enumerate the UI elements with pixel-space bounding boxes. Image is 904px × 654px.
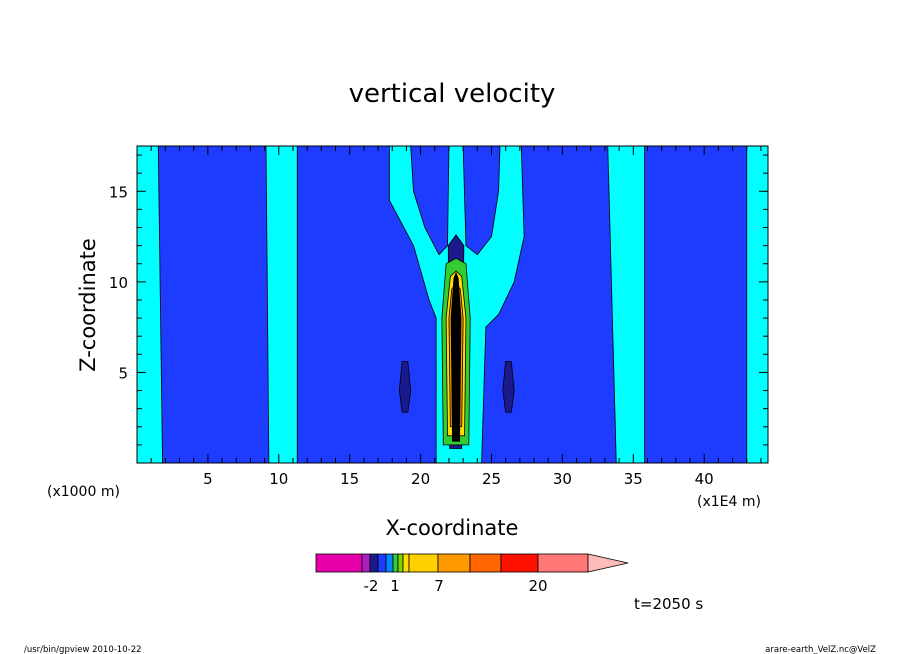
contour-regions <box>137 146 768 463</box>
region-blue-lobe-upper-left <box>410 146 450 256</box>
colorbar: -2 1 7 20 <box>315 553 629 595</box>
x-tick-label: 35 <box>624 470 643 488</box>
time-label: t=2050 s <box>634 595 703 613</box>
colorbar-tick-label: 7 <box>434 577 444 595</box>
colorbar-swatch <box>402 553 410 573</box>
colorbar-tick-label: 20 <box>528 577 547 595</box>
plot-area <box>136 145 769 464</box>
x-tick-label: 30 <box>553 470 572 488</box>
y-axis-label: Z-coordinate <box>76 238 100 372</box>
chart-title: vertical velocity <box>349 79 556 109</box>
x-tick-label: 5 <box>203 470 213 488</box>
colorbar-tick-label: 1 <box>390 577 400 595</box>
region-cyan-band-35 <box>607 146 646 463</box>
x-tick-label: 20 <box>411 470 430 488</box>
colorbar-swatch <box>437 553 471 573</box>
region-navy-cell-left <box>398 361 412 413</box>
x-axis: 5 10 15 20 25 30 35 40 <box>150 146 762 488</box>
plot-frame <box>136 145 769 464</box>
colorbar-extend-arrow <box>587 553 629 573</box>
y-tick-label: 10 <box>109 274 128 292</box>
region-cyan-band-10 <box>265 146 298 463</box>
x-tick-label: 10 <box>269 470 288 488</box>
x-axis-label: X-coordinate <box>386 516 519 540</box>
colorbar-swatch <box>469 553 502 573</box>
y-tick-label: 15 <box>109 183 128 201</box>
region-black-core <box>450 271 462 442</box>
colorbar-swatch <box>397 553 404 573</box>
x-unit-label: (x1000 m) <box>47 484 120 500</box>
x-tick-label: 25 <box>482 470 501 488</box>
footer-right: arare-earth_VelZ.nc@VelZ <box>765 645 876 654</box>
colorbar-swatch <box>385 553 394 573</box>
y-tick-label: 5 <box>118 364 128 382</box>
region-blue-lobe-upper-right <box>462 146 501 256</box>
colorbar-swatch <box>408 553 439 573</box>
colorbar-swatch <box>500 553 539 573</box>
y-axis: 5 10 15 <box>109 154 768 446</box>
x-tick-label: 15 <box>340 470 359 488</box>
colorbar-swatch <box>361 553 371 573</box>
region-cyan-edge-left <box>137 146 163 463</box>
colorbar-swatch <box>315 553 363 573</box>
footer-left: /usr/bin/gpview 2010-10-22 <box>24 645 142 654</box>
region-navy-cell-right <box>502 361 515 413</box>
colorbar-tick-label: -2 <box>364 577 379 595</box>
colorbar-swatch <box>377 553 387 573</box>
colorbar-swatch <box>369 553 379 573</box>
y-unit-label: (x1E4 m) <box>697 494 761 510</box>
x-tick-label: 40 <box>695 470 714 488</box>
colorbar-swatch <box>392 553 399 573</box>
colorbar-swatch <box>537 553 589 573</box>
region-cyan-edge-right <box>746 146 768 463</box>
